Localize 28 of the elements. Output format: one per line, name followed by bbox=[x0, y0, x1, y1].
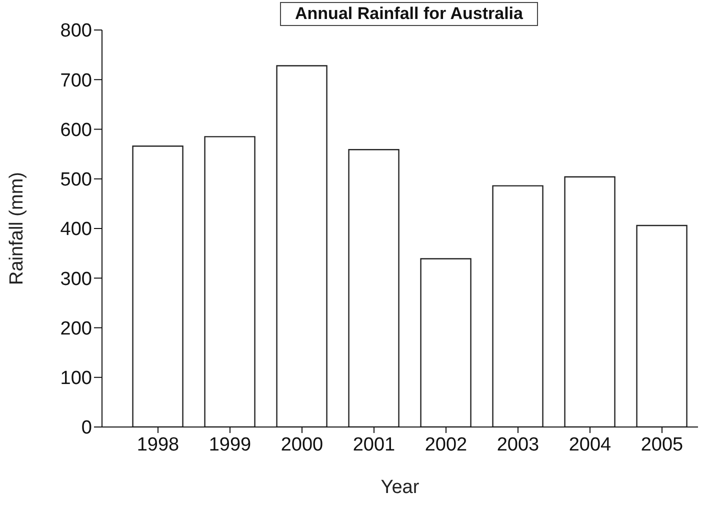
x-tick-label: 2002 bbox=[424, 434, 468, 456]
x-tick-label: 2003 bbox=[496, 434, 540, 456]
y-tick-label: 500 bbox=[60, 170, 92, 191]
x-tick-label: 2001 bbox=[352, 434, 396, 456]
bar bbox=[564, 176, 616, 427]
y-tick-label: 200 bbox=[60, 318, 92, 340]
y-tick-label: 400 bbox=[60, 219, 92, 240]
x-axis-title: Year bbox=[380, 477, 420, 498]
x-tick-label: 2000 bbox=[280, 434, 324, 456]
y-tick-label: 0 bbox=[81, 418, 92, 439]
bar bbox=[636, 224, 688, 427]
bar bbox=[420, 258, 472, 427]
x-tick-label: 1999 bbox=[208, 434, 252, 456]
y-tick-label: 600 bbox=[60, 120, 92, 141]
y-tick-label: 700 bbox=[60, 70, 92, 92]
bar bbox=[276, 65, 328, 427]
y-axis-title: Rainfall (mm) bbox=[6, 172, 28, 285]
bar bbox=[492, 185, 544, 427]
x-tick-label: 2004 bbox=[568, 434, 612, 456]
y-tick-label: 100 bbox=[60, 368, 92, 390]
x-tick-label: 2005 bbox=[640, 434, 684, 456]
x-tick-label: 1998 bbox=[136, 434, 180, 456]
bar bbox=[132, 146, 184, 427]
y-tick-label: 800 bbox=[60, 20, 92, 42]
chart-title: Annual Rainfall for Australia bbox=[280, 2, 538, 26]
y-tick-label: 300 bbox=[60, 268, 92, 290]
bar bbox=[204, 136, 256, 427]
bar bbox=[348, 148, 400, 427]
